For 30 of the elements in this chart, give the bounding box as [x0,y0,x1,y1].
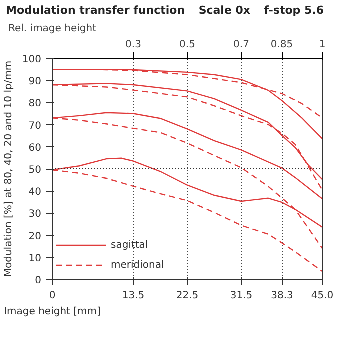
text: Scale 0x [198,3,250,19]
chart-title: Modulation transfer function [6,3,186,19]
x2-tick-label: 0.5 [180,40,196,50]
x-tick-label: 45.0 [311,290,334,302]
y-tick-label: 30 [28,209,42,220]
legend-label: meridional [111,260,164,270]
y-tick-label: 100 [22,54,42,66]
y-tick-label: 70 [28,120,42,132]
y-axis-title: Modulation [%] at 80, 40, 20 and 10 lp/mm [3,60,14,278]
x2-tick-label: 0.3 [126,40,142,50]
x2-tick-label: 1 [319,40,326,50]
y-tick-label: 50 [28,165,42,176]
legend-label: sagittal [111,240,148,250]
y-tick-label: 20 [28,231,42,242]
x2-tick-label: 0.85 [270,40,294,50]
x2-tick-label: 0.7 [234,40,250,50]
x2-axis-title: Rel. image height [8,24,97,34]
y-tick-label: 60 [28,142,42,154]
x-tick-label: 13.5 [122,290,145,302]
y-tick-label: 90 [28,76,42,88]
x-axis-title: Image height [mm] [4,306,102,318]
text: f-stop 5.6 [264,3,324,19]
x-tick-label: 22.5 [176,290,199,302]
y-tick-label: 40 [28,187,42,198]
y-tick-label: 10 [28,253,42,264]
y-tick-label: 80 [28,98,42,110]
y-tick-label: 0 [35,276,42,286]
x-tick-label: 38.3 [271,290,294,302]
x-tick-label: 0 [49,290,56,302]
x-tick-label: 31.5 [230,290,253,302]
